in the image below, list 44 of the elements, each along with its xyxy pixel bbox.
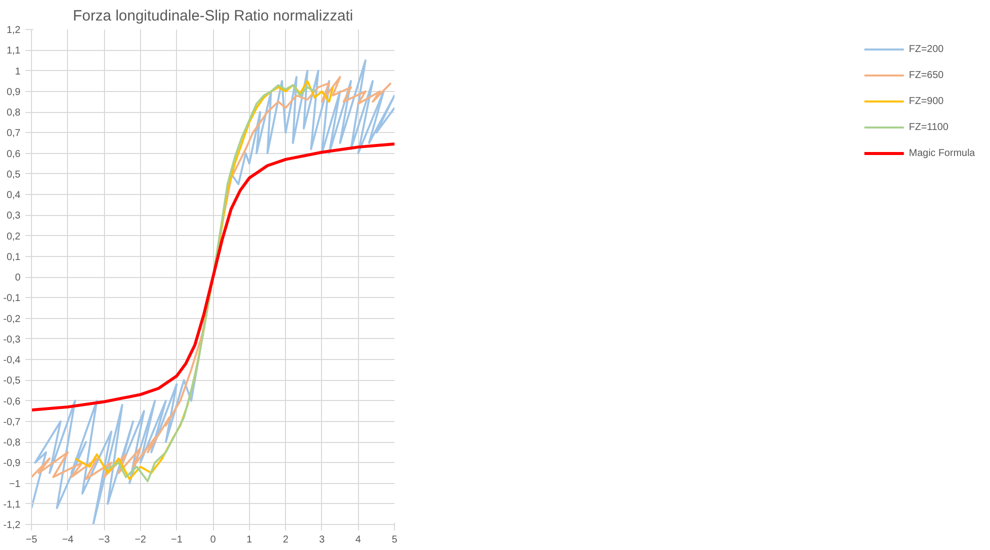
- y-tick-label: 1: [14, 66, 21, 78]
- legend-label: Magic Formula: [908, 148, 975, 158]
- y-tick-label: 0,6: [6, 148, 21, 160]
- y-tick-label: 0: [14, 272, 21, 284]
- y-tick-label: 0,1: [6, 252, 21, 263]
- y-tick-label: −1: [9, 478, 21, 490]
- y-tick-label: -0,9: [3, 458, 21, 470]
- legend-label: FZ=1100: [908, 122, 948, 132]
- x-tick-label: 2: [282, 534, 289, 546]
- y-tick-label: -0,4: [3, 355, 21, 366]
- x-tick-label: 4: [355, 534, 362, 546]
- legend-label: FZ=200: [908, 44, 944, 54]
- y-tick-label: 0,9: [6, 86, 21, 98]
- x-tick-label: −2: [134, 534, 147, 546]
- legend-label: FZ=900: [908, 96, 944, 106]
- y-tick-label: -0,7: [3, 416, 21, 428]
- y-tick-label: 0,7: [6, 128, 21, 140]
- line-series: [106, 84, 316, 482]
- x-tick-label: −3: [98, 534, 110, 546]
- x-tick-label: −1: [171, 534, 183, 546]
- y-tick-label: 1,2: [6, 25, 21, 36]
- y-tick-label: -0,2: [3, 314, 21, 325]
- y-tick-label: 0,5: [6, 169, 21, 180]
- y-tick-label: 0,2: [6, 231, 21, 242]
- chart-title: Forza longitudinale-Slip Ratio normalizzati: [72, 8, 354, 24]
- x-tick-label: 0: [210, 534, 216, 546]
- y-tick-label: 0,3: [6, 210, 21, 222]
- x-tick-label: −4: [62, 534, 74, 546]
- y-tick-label: -0,6: [3, 396, 21, 408]
- x-tick-label: 3: [319, 534, 326, 546]
- y-tick-label: -1,1: [3, 499, 21, 510]
- y-tick-label: 0,8: [6, 108, 21, 118]
- y-tick-label: -0,3: [3, 334, 21, 346]
- x-tick-label: 1: [246, 534, 253, 546]
- legend-label: FZ=650: [908, 70, 944, 80]
- y-tick-label: -0,1: [3, 293, 21, 304]
- y-tick-label: -1,2: [3, 520, 21, 531]
- y-tick-label: 1,1: [6, 46, 21, 57]
- y-tick-label: -0,8: [3, 438, 21, 448]
- y-tick-label: 0,4: [6, 190, 21, 201]
- line-series: [32, 142, 394, 412]
- x-tick-label: 5: [392, 534, 398, 546]
- x-tick-label: −5: [26, 534, 38, 546]
- y-tick-label: -0,5: [3, 376, 21, 387]
